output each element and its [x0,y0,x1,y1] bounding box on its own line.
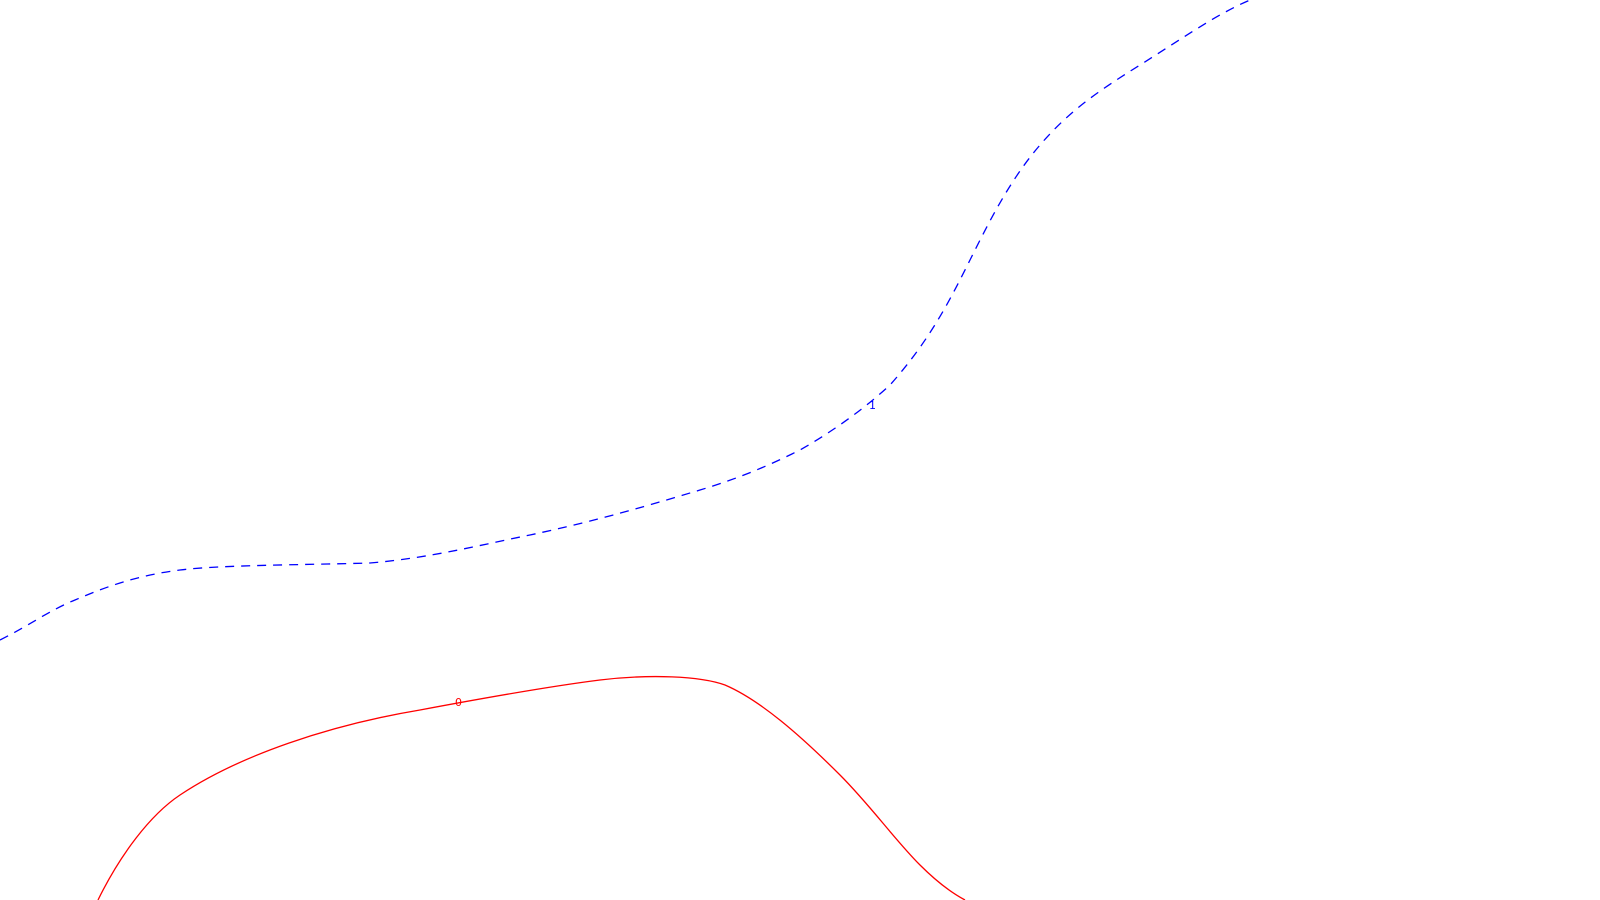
contour-label-1: 1 [869,399,876,412]
contour-line-1 [0,0,1251,641]
contour-line-0 [97,675,966,900]
contour-label-0: 0 [455,696,462,709]
contour-1-group: 1 [0,0,1251,641]
contour-0-group: 0 [97,675,966,900]
